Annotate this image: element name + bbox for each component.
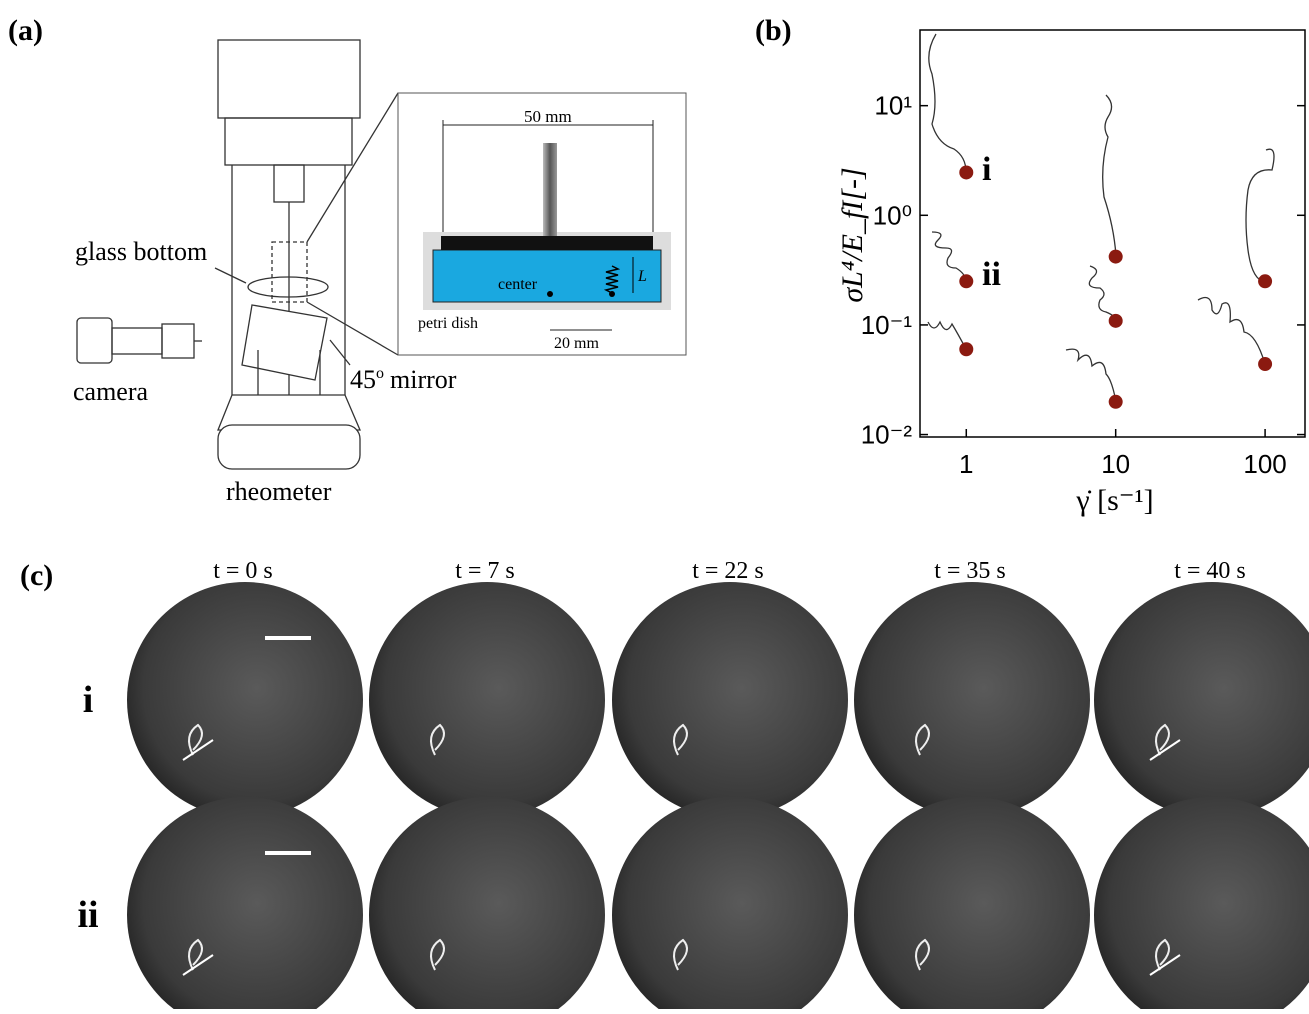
y-axis-label: σL⁴/E_fI[-] xyxy=(836,167,869,302)
panel-label: (c) xyxy=(20,559,53,592)
point xyxy=(1258,357,1272,371)
frame-image xyxy=(127,582,363,818)
rect-shape xyxy=(441,236,653,250)
rect-shape xyxy=(77,318,112,363)
label: o xyxy=(376,365,384,382)
panel-c: (c) t = 0 s t = 7 s t = 22 s t = 35 s t = 40… xyxy=(20,558,1309,1009)
ellipse-shape xyxy=(248,277,328,297)
time-label: t = 40 s xyxy=(1174,558,1246,584)
frame-image xyxy=(127,797,363,1009)
frame-image xyxy=(1094,797,1309,1009)
label: 20 mm xyxy=(554,335,599,352)
figure: (a) glass bottom camera rheometer 45omir… xyxy=(0,0,1309,1009)
frame-image xyxy=(612,582,848,818)
fiber-shapes xyxy=(928,34,1274,402)
label: center xyxy=(498,276,538,293)
path-shape xyxy=(928,322,966,349)
panel-label: (b) xyxy=(755,14,792,47)
x-axis-label: γ̇ [s⁻¹] xyxy=(1075,484,1153,517)
rect-shape xyxy=(218,40,360,118)
line-shape xyxy=(307,93,398,242)
time-label: t = 22 s xyxy=(692,558,764,584)
label: petri dish xyxy=(418,315,478,332)
point xyxy=(1109,314,1123,328)
annotation: i xyxy=(982,151,991,188)
panel-b: (b) γ̇ [s⁻¹] σL⁴/E_fI[-] i ii 1 10 100 10⁻²… xyxy=(755,14,1305,517)
path-shape xyxy=(1198,298,1265,364)
path-shape xyxy=(1089,266,1116,321)
label: glass bottom xyxy=(75,237,207,266)
label: 50 mm xyxy=(524,107,572,126)
y-tick-label: 10⁻¹ xyxy=(861,310,913,340)
frame-image xyxy=(612,797,848,1009)
label: L xyxy=(637,268,647,285)
point xyxy=(959,165,973,179)
rect-shape xyxy=(274,165,304,202)
label: 45 xyxy=(350,365,376,394)
point xyxy=(1258,274,1272,288)
time-label: t = 35 s xyxy=(934,558,1006,584)
x-tick-label: 100 xyxy=(1243,449,1286,479)
path-shape xyxy=(1246,149,1274,282)
rect-shape xyxy=(112,328,162,354)
frame-image xyxy=(369,582,605,818)
path-shape xyxy=(929,34,966,172)
path-shape xyxy=(932,232,966,282)
point xyxy=(1109,395,1123,409)
point xyxy=(1109,250,1123,264)
rect-shape xyxy=(543,143,557,236)
rect-shape xyxy=(162,324,194,358)
label: rheometer xyxy=(226,477,332,506)
frame-image xyxy=(1094,582,1309,818)
x-tick-label: 1 xyxy=(959,449,973,479)
y-tick-label: 10¹ xyxy=(874,91,912,121)
time-label: t = 0 s xyxy=(213,558,273,584)
path-shape xyxy=(1103,95,1116,256)
label: camera xyxy=(73,377,149,406)
x-tick-label: 10 xyxy=(1101,449,1130,479)
rect-shape xyxy=(433,250,661,302)
rect-shape xyxy=(225,118,352,165)
time-label: t = 7 s xyxy=(455,558,515,584)
frame-image xyxy=(854,582,1090,818)
frame-image xyxy=(854,797,1090,1009)
y-tick-label: 10⁰ xyxy=(873,200,912,230)
point xyxy=(959,342,973,356)
annotation: ii xyxy=(982,256,1001,293)
polygon-shape xyxy=(242,305,327,380)
point xyxy=(959,274,973,288)
panel-label: (a) xyxy=(8,14,43,47)
path-shape xyxy=(1066,349,1116,402)
circle-shape xyxy=(547,291,553,297)
y-tick-label: 10⁻² xyxy=(861,420,913,450)
line-shape xyxy=(330,340,350,365)
line-shape xyxy=(215,268,246,283)
circle-shape xyxy=(609,291,615,297)
rect-shape xyxy=(218,425,360,469)
row-label: i xyxy=(83,679,94,721)
frame-image xyxy=(369,797,605,1009)
row-label: ii xyxy=(77,894,98,936)
plot-frame xyxy=(920,30,1305,437)
label: mirror xyxy=(390,365,457,394)
